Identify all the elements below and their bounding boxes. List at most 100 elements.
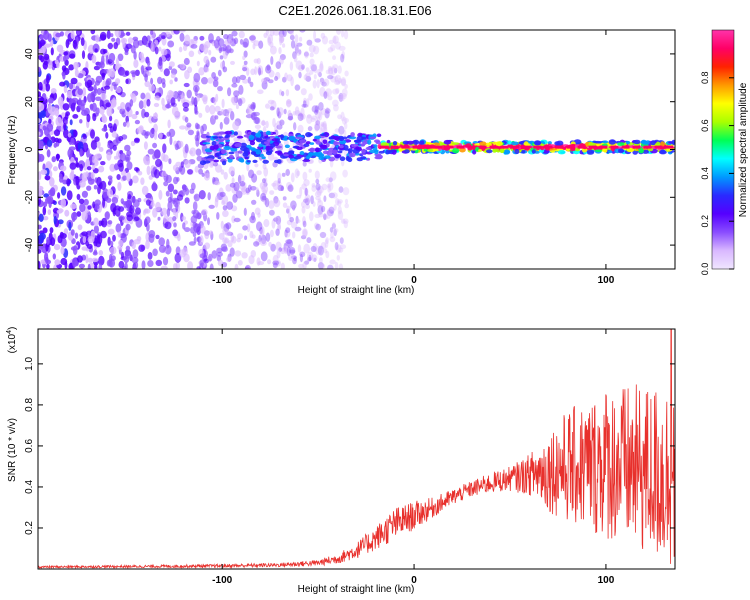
spectrogram-noise-cell — [279, 33, 284, 39]
spectrogram-signal-cell — [404, 149, 410, 154]
spectrogram-noise-cell — [131, 113, 138, 120]
spectrogram-noise-cell — [289, 34, 295, 41]
spectrogram-noise-cell — [124, 144, 131, 152]
spectrogram-noise-cell — [111, 131, 118, 138]
spectrogram-noise-cell — [289, 247, 296, 255]
spectrogram-noise-cell — [229, 182, 236, 188]
spectrogram-noise-cell — [63, 122, 67, 131]
spectrogram-noise-cell — [337, 200, 342, 207]
spectrogram-noise-cell — [326, 210, 331, 220]
spectrogram-noise-cell — [315, 223, 321, 231]
spectrogram-noise-cell — [154, 95, 160, 101]
spectrogram-signal-cell — [206, 135, 212, 138]
spectrogram-noise-cell — [221, 200, 226, 206]
spectrogram-noise-cell — [119, 152, 127, 162]
spectrogram-signal-cell — [206, 137, 211, 143]
spectrogram-noise-cell — [38, 118, 41, 124]
spectrogram-signal-cell — [218, 138, 225, 143]
spectrogram-noise-cell — [315, 245, 322, 255]
spectrogram-noise-cell — [106, 106, 113, 117]
spectrogram-noise-cell — [117, 53, 124, 62]
spectrogram-noise-cell — [335, 87, 340, 94]
spectrogram-noise-cell — [284, 241, 292, 247]
spectrogram-noise-cell — [308, 168, 312, 173]
spectrogram-noise-cell — [288, 254, 294, 261]
spectrogram-noise-cell — [320, 121, 325, 127]
spectrogram-noise-cell — [336, 244, 342, 253]
spectrogram-noise-cell — [318, 110, 323, 121]
spectrogram-noise-cell — [294, 226, 302, 232]
spectrogram-noise-cell — [230, 96, 237, 104]
spectrogram-signal-cell — [233, 131, 238, 136]
spectrogram-signal-cell — [659, 149, 666, 154]
snr-ylabel: SNR (10 * v/v) — [7, 418, 18, 482]
spectrogram-signal-cell — [265, 130, 271, 136]
spectrogram-noise-cell — [317, 198, 322, 203]
spectrogram-noise-cell — [327, 95, 333, 101]
spectrogram-noise-cell — [270, 243, 276, 252]
spectrogram-noise-cell — [57, 138, 62, 144]
spectrogram-noise-cell — [328, 177, 333, 183]
spectrogram-signal-cell — [275, 145, 283, 149]
spectrogram-noise-cell — [275, 241, 282, 251]
spectrogram-noise-cell — [162, 256, 169, 266]
spectrogram-noise-cell — [306, 39, 313, 46]
spectrogram-noise-cell — [278, 89, 283, 96]
spectrogram-signal-cell — [228, 154, 234, 160]
spectrogram-noise-cell — [122, 121, 127, 127]
spectrogram-noise-cell — [82, 236, 87, 244]
spectrogram-noise-cell — [191, 96, 195, 105]
spectrogram-noise-cell — [56, 209, 63, 214]
spectrogram-noise-cell — [319, 263, 326, 269]
spectrogram-signal-cell — [298, 142, 303, 146]
spectrogram-noise-cell — [267, 34, 274, 44]
spectrogram-noise-cell — [291, 221, 298, 229]
spectrogram-xtick-label: -100 — [212, 275, 232, 286]
spectrogram-noise-cell — [328, 67, 334, 75]
spectrogram-noise-cell — [47, 104, 53, 114]
spectrogram-noise-cell — [46, 195, 54, 204]
spectrogram-signal-cell — [557, 150, 566, 155]
spectrogram-noise-cell — [301, 201, 306, 208]
spectrogram-noise-cell — [190, 39, 198, 45]
spectrogram-noise-cell — [294, 44, 299, 54]
spectrogram-noise-cell — [167, 119, 171, 129]
spectrogram-noise-cell — [230, 60, 235, 65]
spectrogram-noise-cell — [328, 39, 334, 45]
spectrogram-noise-cell — [132, 249, 139, 259]
spectrogram-noise-cell — [93, 84, 97, 92]
spectrogram-noise-cell — [326, 183, 332, 188]
spectrogram-noise-cell — [109, 125, 115, 133]
spectrogram-noise-cell — [166, 131, 171, 137]
spectrogram-noise-cell — [285, 168, 291, 177]
spectrogram-noise-cell — [147, 252, 153, 260]
spectrogram-noise-cell — [231, 177, 235, 185]
spectrogram-noise-cell — [48, 97, 54, 104]
spectrogram-signal-cell — [521, 149, 526, 154]
spectrogram-noise-cell — [112, 234, 116, 242]
spectrogram-noise-cell — [272, 260, 280, 266]
spectrogram-noise-cell — [196, 212, 202, 220]
spectrogram-signal-cell — [361, 148, 366, 154]
spectrogram-signal-cell — [660, 141, 665, 147]
spectrogram-noise-cell — [196, 155, 203, 162]
spectrogram-noise-cell — [325, 237, 329, 245]
spectrogram-noise-cell — [278, 47, 282, 55]
spectrogram-signal-cell — [319, 133, 327, 137]
spectrogram-noise-cell — [93, 217, 99, 227]
spectrogram-signal-cell — [251, 131, 256, 136]
spectrogram-noise-cell — [204, 242, 211, 250]
spectrogram-noise-cell — [299, 186, 303, 197]
spectrogram-signal-cell — [265, 145, 270, 151]
spectrogram-noise-cell — [313, 257, 317, 262]
spectrogram-signal-cell — [199, 160, 207, 166]
spectrogram-signal-cell — [302, 159, 311, 163]
spectrogram-noise-cell — [60, 257, 68, 266]
spectrogram-noise-cell — [221, 262, 228, 268]
spectrogram-noise-cell — [274, 216, 280, 222]
spectrogram-noise-cell — [303, 179, 310, 187]
spectrogram-noise-cell — [91, 154, 99, 164]
spectrogram-noise-cell — [98, 250, 104, 256]
spectrogram-xtick-label: 100 — [598, 275, 615, 286]
spectrogram-noise-cell — [191, 210, 196, 215]
